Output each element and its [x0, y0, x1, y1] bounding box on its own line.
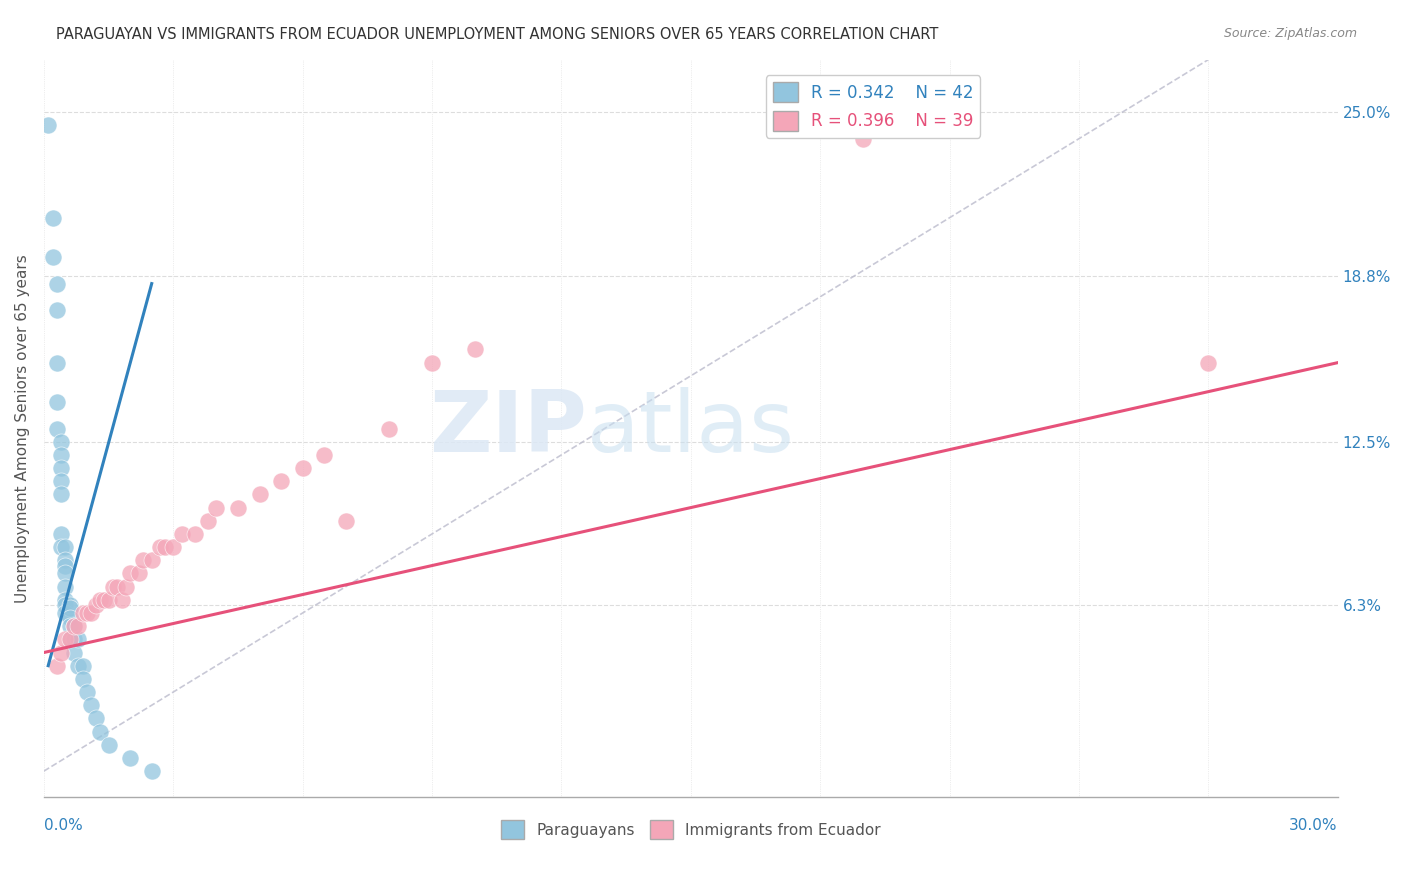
Point — [59, 632, 82, 647]
Point — [291, 461, 314, 475]
Point — [76, 685, 98, 699]
Point — [464, 343, 486, 357]
Point — [80, 698, 103, 713]
Point — [132, 553, 155, 567]
Point — [55, 580, 77, 594]
Point — [67, 619, 90, 633]
Point — [49, 461, 72, 475]
Point — [55, 540, 77, 554]
Point — [55, 598, 77, 612]
Point — [72, 658, 94, 673]
Point — [72, 606, 94, 620]
Point — [197, 514, 219, 528]
Point — [55, 553, 77, 567]
Legend: Paraguayans, Immigrants from Ecuador: Paraguayans, Immigrants from Ecuador — [495, 814, 887, 845]
Point — [80, 606, 103, 620]
Point — [184, 527, 207, 541]
Text: 30.0%: 30.0% — [1289, 818, 1337, 833]
Text: atlas: atlas — [588, 387, 796, 470]
Point — [101, 580, 124, 594]
Point — [55, 566, 77, 581]
Point — [852, 131, 875, 145]
Point — [37, 119, 59, 133]
Point — [59, 619, 82, 633]
Point — [49, 527, 72, 541]
Point — [205, 500, 228, 515]
Point — [314, 448, 336, 462]
Point — [105, 580, 128, 594]
Point — [45, 395, 67, 409]
Text: 0.0%: 0.0% — [44, 818, 83, 833]
Point — [76, 606, 98, 620]
Point — [110, 592, 132, 607]
Point — [72, 672, 94, 686]
Text: Source: ZipAtlas.com: Source: ZipAtlas.com — [1223, 27, 1357, 40]
Point — [270, 474, 292, 488]
Point — [93, 592, 115, 607]
Point — [420, 356, 443, 370]
Point — [97, 738, 120, 752]
Point — [41, 211, 63, 225]
Point — [226, 500, 249, 515]
Point — [89, 592, 111, 607]
Point — [49, 540, 72, 554]
Point — [49, 646, 72, 660]
Text: ZIP: ZIP — [430, 387, 588, 470]
Point — [141, 553, 163, 567]
Point — [45, 277, 67, 291]
Point — [120, 751, 142, 765]
Point — [97, 592, 120, 607]
Point — [59, 611, 82, 625]
Point — [49, 474, 72, 488]
Point — [63, 646, 86, 660]
Y-axis label: Unemployment Among Seniors over 65 years: Unemployment Among Seniors over 65 years — [15, 254, 30, 603]
Point — [89, 724, 111, 739]
Point — [84, 598, 107, 612]
Point — [335, 514, 357, 528]
Point — [149, 540, 172, 554]
Point — [63, 619, 86, 633]
Point — [59, 632, 82, 647]
Point — [59, 598, 82, 612]
Point — [55, 558, 77, 573]
Point — [67, 632, 90, 647]
Point — [170, 527, 193, 541]
Point — [378, 421, 401, 435]
Point — [141, 764, 163, 778]
Point — [45, 356, 67, 370]
Point — [55, 632, 77, 647]
Point — [45, 421, 67, 435]
Point — [128, 566, 150, 581]
Point — [45, 302, 67, 317]
Point — [63, 632, 86, 647]
Point — [63, 619, 86, 633]
Point — [120, 566, 142, 581]
Point — [49, 434, 72, 449]
Text: PARAGUAYAN VS IMMIGRANTS FROM ECUADOR UNEMPLOYMENT AMONG SENIORS OVER 65 YEARS C: PARAGUAYAN VS IMMIGRANTS FROM ECUADOR UN… — [56, 27, 939, 42]
Point — [55, 592, 77, 607]
Point — [1197, 356, 1219, 370]
Point — [45, 658, 67, 673]
Point — [49, 448, 72, 462]
Point — [84, 711, 107, 725]
Point — [67, 658, 90, 673]
Point — [162, 540, 184, 554]
Point — [55, 606, 77, 620]
Point — [41, 250, 63, 264]
Point — [249, 487, 271, 501]
Point — [49, 487, 72, 501]
Point — [153, 540, 176, 554]
Point — [59, 600, 82, 615]
Point — [114, 580, 136, 594]
